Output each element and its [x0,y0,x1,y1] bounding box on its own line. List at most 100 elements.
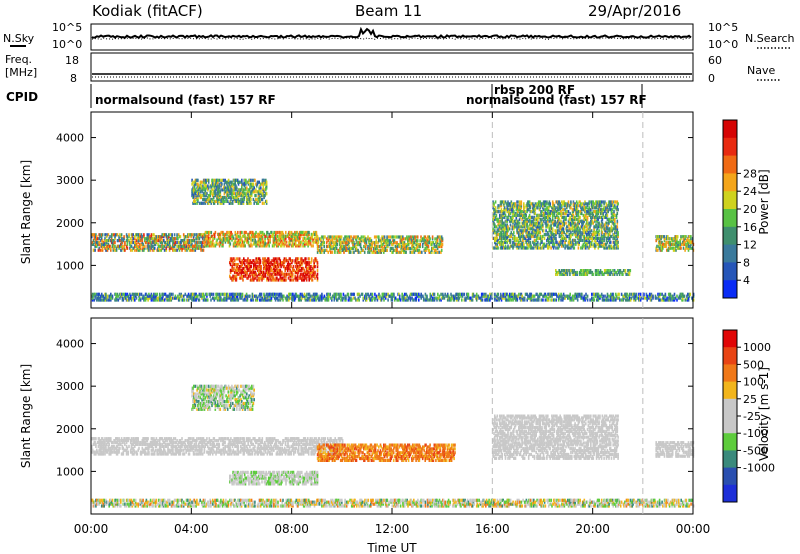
heatmap-cell [119,292,121,296]
heatmap-cell [279,230,281,235]
heatmap-cell [570,202,572,206]
heatmap-cell [246,270,248,274]
heatmap-cell [548,204,551,208]
heatmap-cell [209,190,212,194]
heatmap-cell [268,232,270,236]
heatmap-cell [214,244,217,248]
noise-right-tick-top: 10^5 [708,21,738,34]
heatmap-cell [599,242,601,246]
heatmap-cell [174,242,177,246]
heatmap-cell [553,242,556,246]
heatmap-cell [237,244,239,248]
heatmap-cell [113,246,115,250]
heatmap-cell [383,248,386,252]
heatmap-cell [417,243,420,247]
heatmap-cell [285,278,287,282]
heatmap-cell [118,237,120,241]
heatmap-cell [323,241,325,245]
heatmap-cell [412,241,415,245]
heatmap-cell [687,244,690,248]
heatmap-cell [247,232,250,236]
heatmap-cell [575,211,578,216]
heatmap-cell [533,238,536,242]
heatmap-cell [674,237,676,241]
heatmap-cell [242,194,245,198]
heatmap-cell [527,202,529,206]
heatmap-cell [226,186,229,190]
heatmap-cell [513,223,516,227]
heatmap-cell [383,244,386,249]
heatmap-cell [599,225,601,229]
heatmap-cell [537,225,540,229]
heatmap-cell [197,188,199,192]
heatmap-cell [424,250,426,254]
heatmap-cell [585,244,587,248]
heatmap-cell [426,237,428,241]
heatmap-cell [320,241,323,245]
heatmap-cell [123,237,125,241]
heatmap-cell [308,263,310,267]
heatmap-cell [527,227,529,231]
heatmap-cell [575,217,578,221]
heatmap-cell [285,272,287,276]
heatmap-cell [220,184,222,188]
heatmap-cell [362,235,364,239]
heatmap-cell [141,237,144,241]
heatmap-cell [592,221,595,225]
heatmap-cell [507,225,509,229]
heatmap-cell [214,230,217,235]
heatmap-cell [402,243,405,247]
heatmap-cell [139,242,141,246]
heatmap-cell [107,298,110,302]
heatmap-cell [529,223,532,227]
heatmap-cell [241,201,243,205]
heatmap-cell [546,208,548,212]
heatmap-cell [681,242,683,246]
heatmap-cell [232,261,234,265]
heatmap-cell [110,246,112,250]
heatmap-cell [354,243,356,247]
heatmap-cell [382,237,384,241]
heatmap-cell [516,211,518,216]
heatmap-cell [516,208,518,212]
heatmap-cell [274,240,276,244]
heatmap-cell [601,211,604,216]
heatmap-cell [124,242,126,246]
heatmap-cell [299,242,302,246]
heatmap-cell [517,210,519,214]
heatmap-cell [616,236,619,240]
heatmap-cell [609,231,611,235]
heatmap-cell [564,208,566,212]
heatmap-cell [202,188,204,192]
heatmap-cell [608,270,610,275]
heatmap-cell [300,240,303,244]
heatmap-cell [673,237,676,241]
heatmap-cell [381,235,383,239]
heatmap-cell [580,236,582,240]
heatmap-cell [513,225,516,229]
heatmap-cell [205,194,207,198]
heatmap-cell [525,246,527,250]
heatmap-cell [546,215,548,219]
heatmap-cell [163,239,165,243]
heatmap-cell [259,236,261,240]
heatmap-cell [400,246,402,251]
heatmap-cell [438,244,440,249]
heatmap-cell [553,211,556,216]
heatmap-cell [662,235,665,239]
heatmap-cell [296,276,298,280]
heatmap-cell [500,238,503,242]
heatmap-cell [105,298,108,302]
heatmap-cell [579,204,581,208]
heatmap-cell [226,194,229,198]
heatmap-cell [257,272,260,276]
heatmap-cell [301,268,303,272]
heatmap-cell [280,263,282,267]
heatmap-cell [586,269,589,273]
heatmap-cell [566,206,568,210]
heatmap-cell [345,235,348,239]
heatmap-cell [242,199,245,203]
heatmap-cell [260,265,262,269]
heatmap-cell [580,208,583,212]
heatmap-cell [325,237,328,241]
